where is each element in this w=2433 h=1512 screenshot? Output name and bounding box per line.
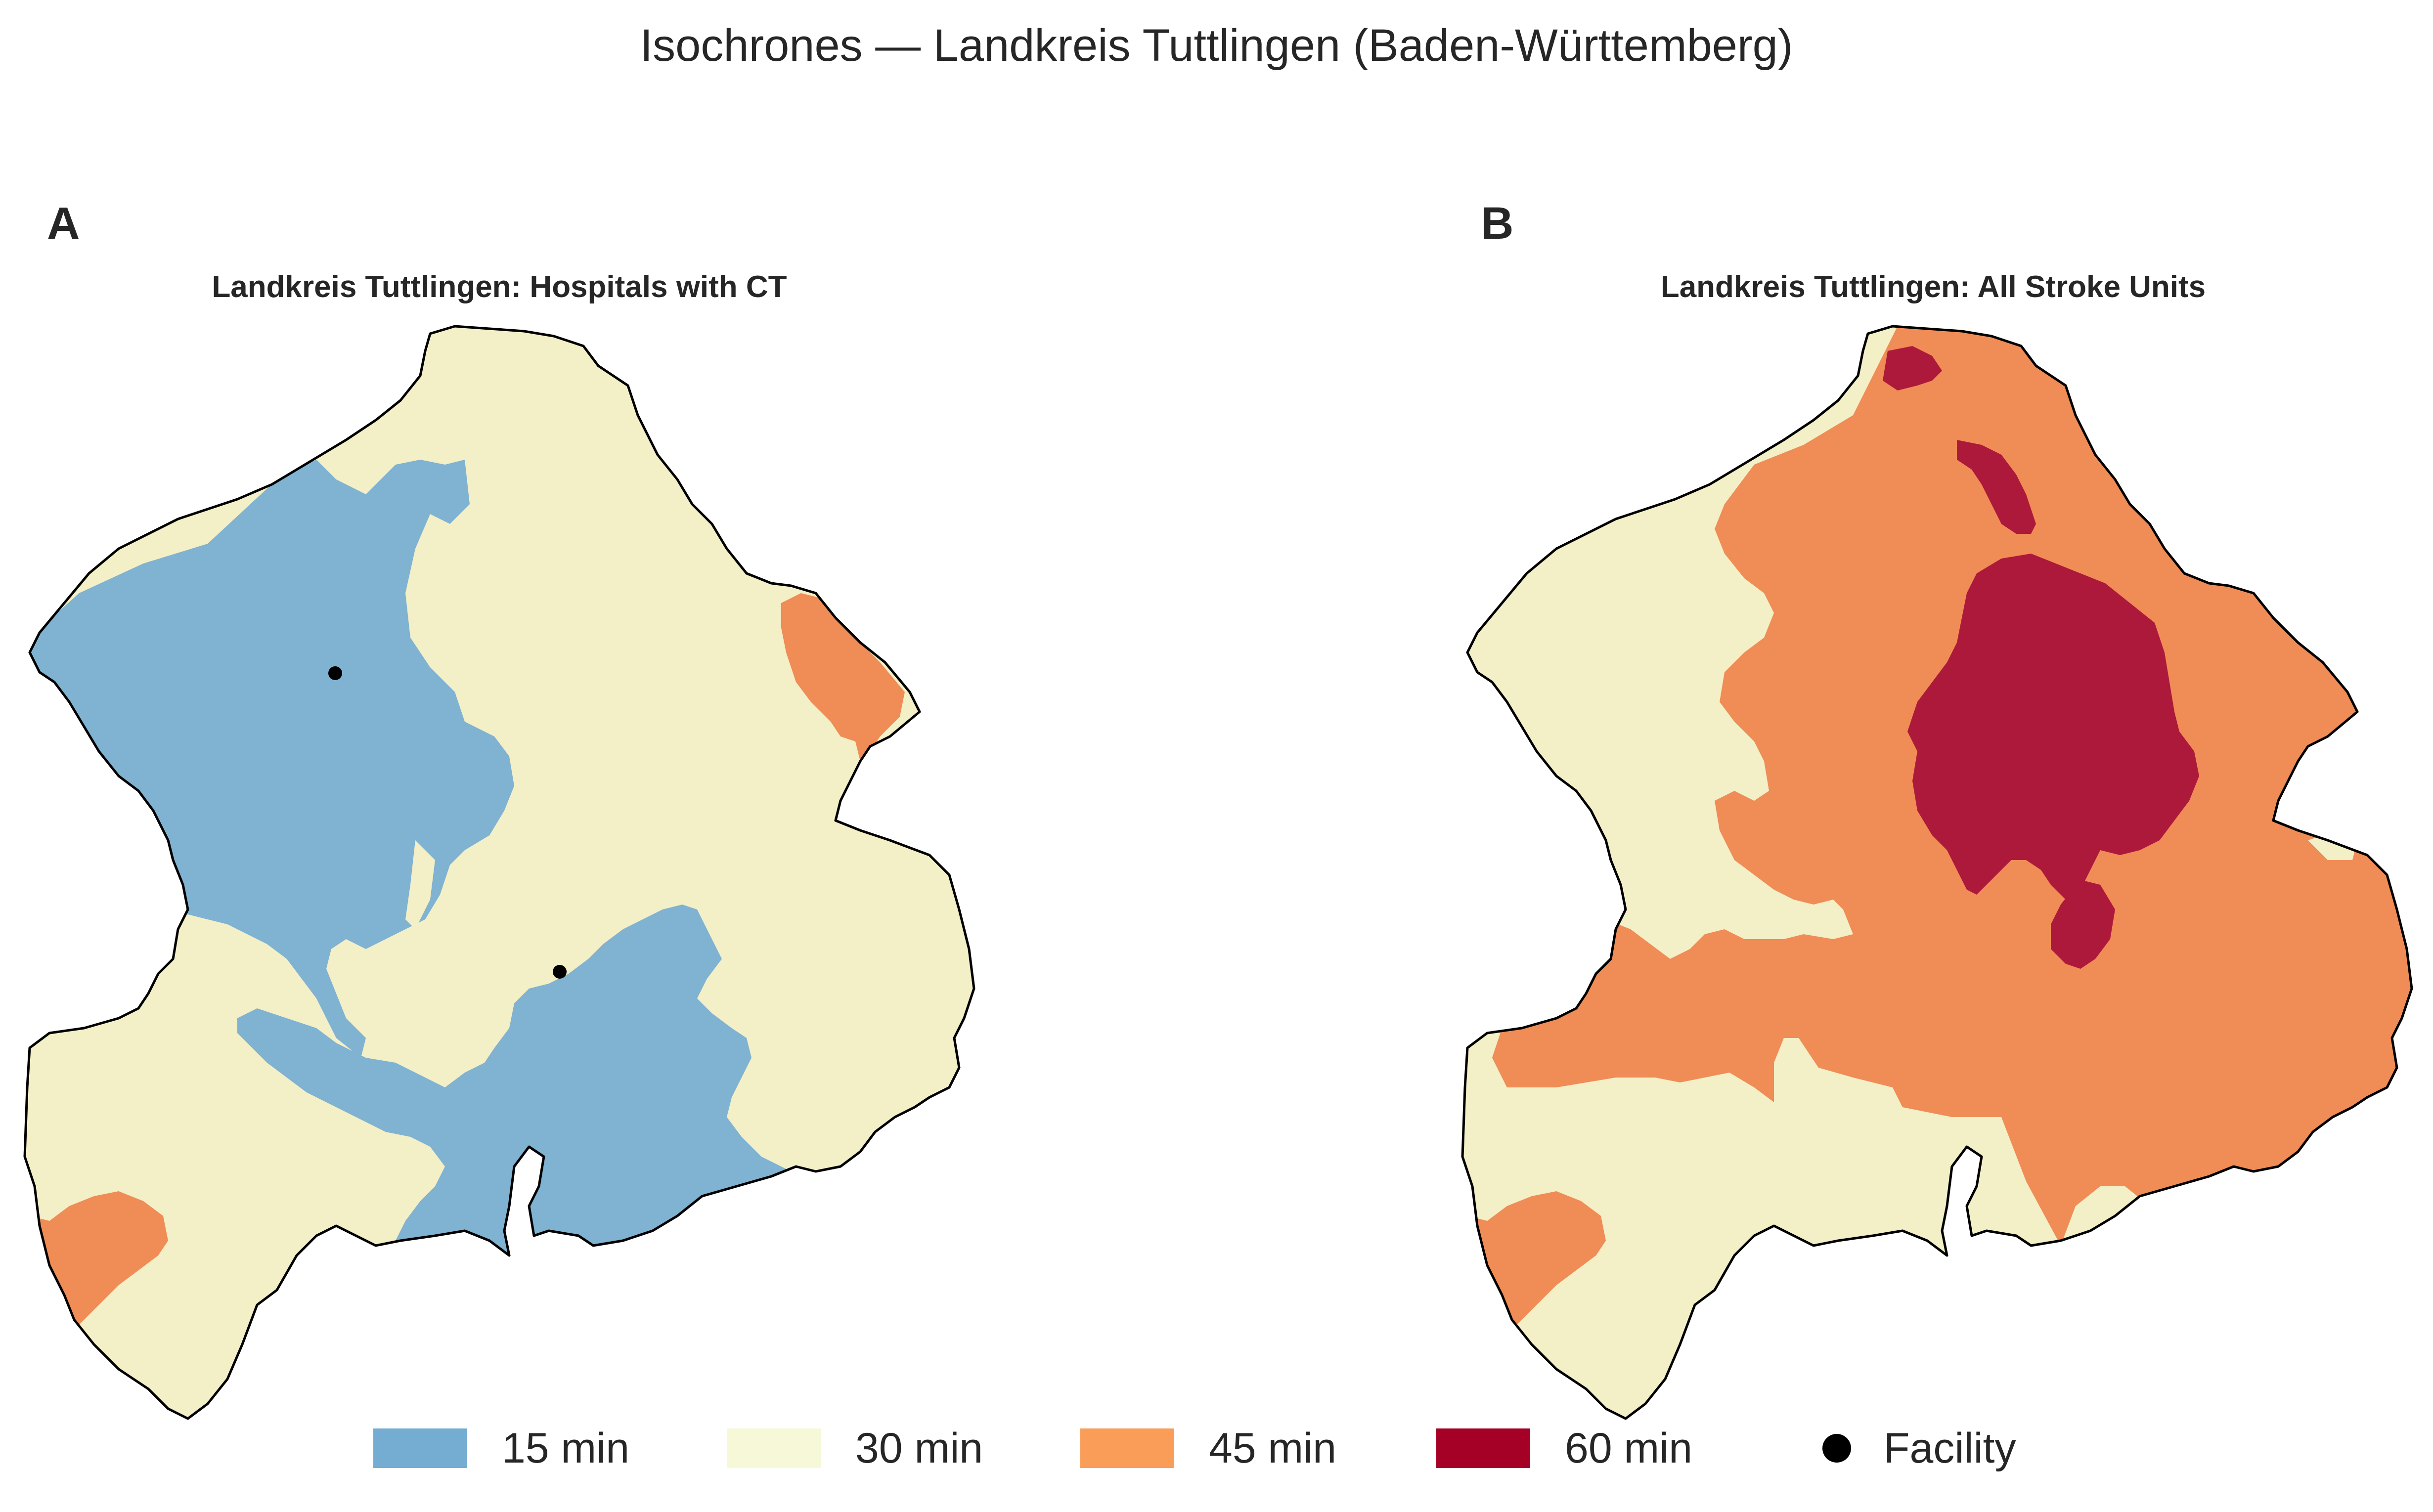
panel-a-letter: A	[47, 198, 80, 249]
legend: 15 min 30 min 45 min 60 min Facility	[0, 1416, 2433, 1480]
panel-b-60min-zone-north	[1883, 346, 1942, 390]
panel-a-15min-zone-south	[237, 905, 870, 1285]
panel-b-60min-zone-northeast	[1957, 440, 2036, 534]
legend-item-30min: 30 min	[727, 1416, 983, 1480]
legend-swatch-45min	[1080, 1428, 1174, 1468]
legend-item-45min: 45 min	[1080, 1416, 1336, 1480]
legend-label-30min: 30 min	[855, 1424, 983, 1472]
panel-b-letter: B	[1481, 198, 1514, 249]
panel-b-map	[1461, 325, 2413, 1420]
legend-label-45min: 45 min	[1209, 1424, 1337, 1472]
panel-a-30min-zone	[25, 326, 974, 1419]
legend-facility-dot	[1822, 1434, 1851, 1463]
figure-title: Isochrones — Landkreis Tuttlingen (Baden…	[640, 20, 1793, 71]
panel-a-30min-island-1	[405, 840, 435, 929]
legend-swatch-30min	[727, 1428, 821, 1468]
panel-b-title: Landkreis Tuttlingen: All Stroke Units	[1660, 270, 2206, 304]
panel-a-15min-zone-north	[30, 460, 514, 1058]
panel-a-title: Landkreis Tuttlingen: Hospitals with CT	[212, 270, 787, 304]
panel-b-60min-zone-south	[2051, 880, 2115, 969]
legend-item-facility: Facility	[1790, 1416, 2016, 1480]
legend-swatch-60min	[1436, 1428, 1530, 1468]
legend-item-15min: 15 min	[373, 1416, 629, 1480]
panel-a-facility-marker	[328, 666, 342, 680]
panel-b-district-boundary	[1461, 325, 2413, 1420]
legend-label-facility: Facility	[1884, 1424, 2016, 1472]
legend-label-60min: 60 min	[1565, 1424, 1693, 1472]
panel-a-map	[23, 325, 975, 1420]
panel-b-60min-zone-central	[1907, 554, 2199, 900]
legend-item-60min: 60 min	[1436, 1416, 1692, 1480]
panel-a-facility-marker	[553, 965, 567, 979]
panel-a-15min-sliver	[356, 1263, 410, 1285]
panel-a-45min-zone-east	[781, 593, 905, 761]
legend-label-15min: 15 min	[502, 1424, 630, 1472]
legend-swatch-15min	[373, 1428, 467, 1468]
panel-a-district-boundary	[23, 325, 975, 1420]
